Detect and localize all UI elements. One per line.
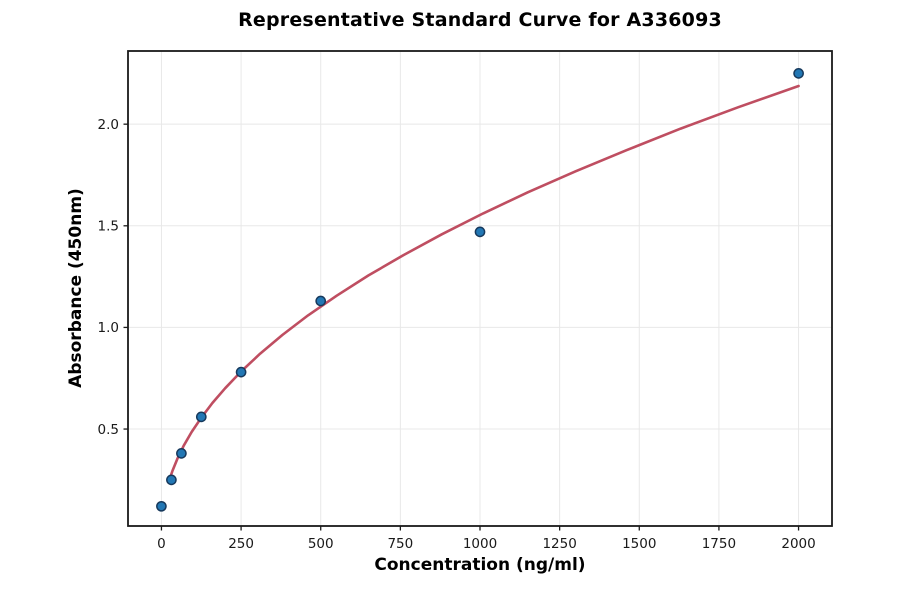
fit-curve: [168, 84, 800, 482]
data-point: [235, 366, 247, 378]
x-tick-label: 0: [157, 536, 166, 552]
x-tick-label: 1500: [622, 536, 656, 552]
x-tick-label: 1250: [542, 536, 576, 552]
x-axis-label: Concentration (ng/ml): [374, 555, 586, 575]
data-point: [176, 448, 187, 459]
y-tick-label: 1.0: [98, 320, 119, 336]
y-tick-label: 1.5: [98, 219, 119, 235]
x-tick-label: 2000: [781, 536, 815, 552]
chart-title: Representative Standard Curve for A33609…: [238, 9, 722, 31]
x-tick-label: 1000: [463, 536, 497, 552]
y-tick-label: 2.0: [98, 117, 119, 133]
data-point: [166, 474, 177, 486]
x-tick-label: 750: [387, 536, 413, 552]
data-point: [156, 500, 167, 512]
data-point: [195, 411, 207, 423]
data-point: [793, 68, 804, 79]
data-point: [315, 295, 327, 307]
x-tick-label: 1750: [702, 536, 736, 552]
x-tick-label: 250: [228, 536, 254, 552]
x-tick-label: 500: [308, 536, 334, 552]
y-tick-label: 0.5: [98, 422, 119, 438]
data-point: [474, 226, 486, 238]
